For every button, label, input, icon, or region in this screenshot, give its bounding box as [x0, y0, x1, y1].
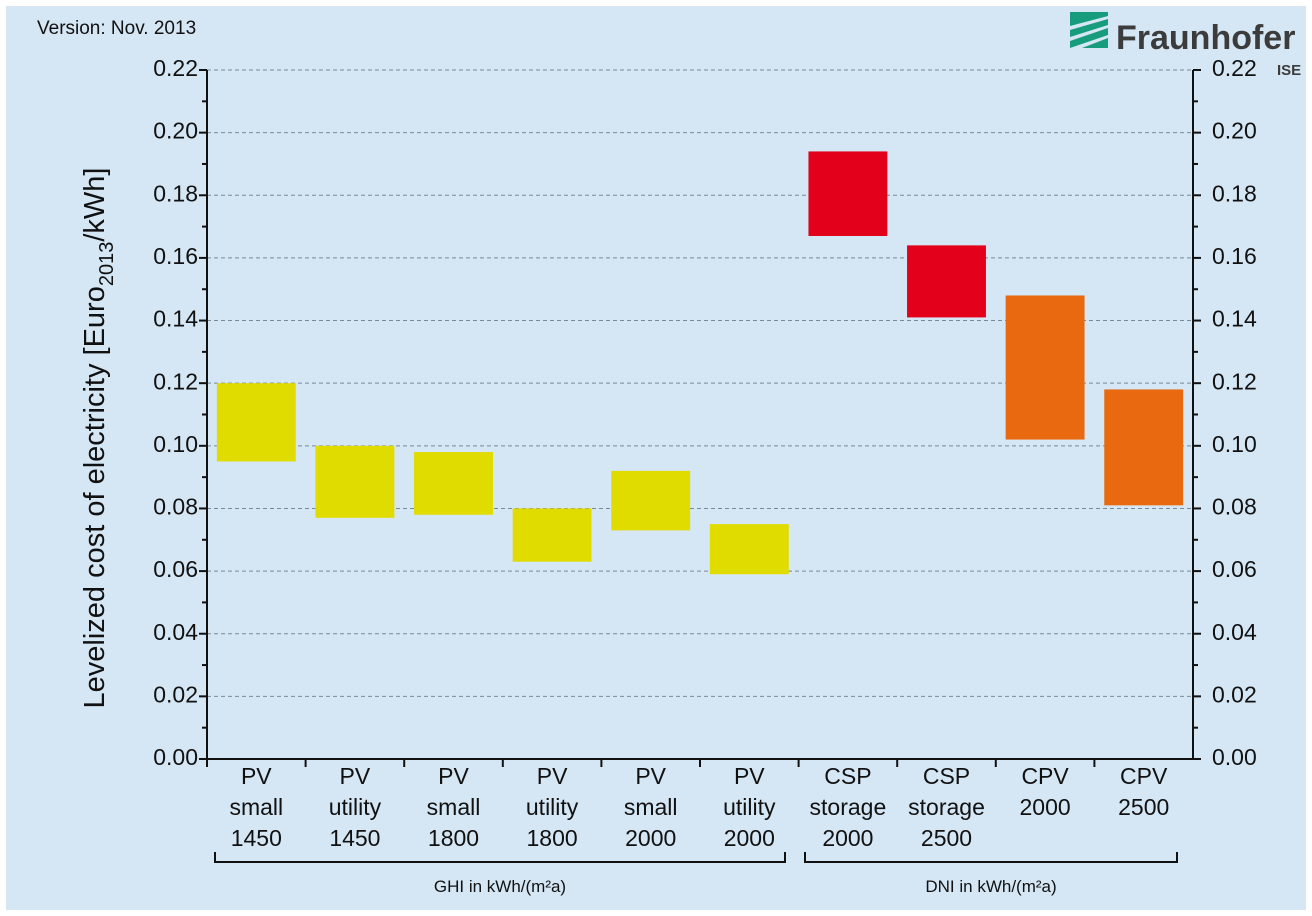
- x-tick-label: PV utility 2000: [723, 763, 776, 851]
- bar: [907, 245, 986, 318]
- x-tick-line: 2500: [1118, 794, 1169, 820]
- y-tick-label: 0.12: [153, 368, 198, 394]
- group-bracket: [214, 852, 786, 863]
- bar: [414, 452, 493, 515]
- y2-tick-label: 0.20: [1212, 118, 1257, 144]
- x-tick-line: 1450: [329, 825, 380, 851]
- x-tick-label: PV small 2000: [624, 763, 678, 851]
- x-tick-line: 1450: [231, 825, 282, 851]
- x-tick-line: CPV: [1120, 763, 1168, 789]
- bar: [216, 383, 296, 462]
- x-tick-line: CPV: [1021, 763, 1069, 789]
- y2-tick-label: 0.04: [1212, 619, 1257, 645]
- x-tick-label: CPV 2500: [1118, 763, 1169, 820]
- bar: [1005, 295, 1085, 440]
- y-tick-label: 0.10: [153, 431, 198, 457]
- group-label: GHI in kWh/(m²a): [434, 877, 566, 896]
- y-tick-label: 0.08: [153, 494, 198, 520]
- x-tick-line: utility: [723, 794, 776, 820]
- x-tick-label: CPV 2000: [1020, 763, 1071, 820]
- x-tick-line: 2500: [921, 825, 972, 851]
- x-tick-line: PV: [734, 763, 765, 789]
- bar: [512, 508, 592, 562]
- y-tick-label: 0.16: [153, 243, 198, 269]
- y-tick-label: 0.14: [153, 306, 198, 332]
- x-tick-line: CSP: [824, 763, 871, 789]
- x-tick-line: storage: [810, 794, 887, 820]
- x-tick-line: PV: [340, 763, 371, 789]
- y-tick-label: 0.02: [153, 681, 198, 707]
- x-tick-line: 2000: [724, 825, 775, 851]
- y2-tick-label: 0.02: [1212, 681, 1257, 707]
- x-tick-line: PV: [438, 763, 469, 789]
- x-tick-line: PV: [537, 763, 568, 789]
- x-tick-line: storage: [908, 794, 985, 820]
- x-tick-line: utility: [329, 794, 382, 820]
- y2-tick-label: 0.16: [1212, 243, 1257, 269]
- x-tick-line: PV: [241, 763, 272, 789]
- y2-tick-label: 0.18: [1212, 180, 1257, 206]
- x-tick-label: CSP storage 2000: [810, 763, 887, 851]
- x-tick-line: utility: [526, 794, 579, 820]
- bar: [611, 470, 691, 531]
- x-tick-line: 2000: [1020, 794, 1071, 820]
- y2-tick-label: 0.06: [1212, 556, 1257, 582]
- y2-tick-label: 0.00: [1212, 744, 1257, 770]
- x-tick-label: PV small 1450: [229, 763, 283, 851]
- y2-tick-label: 0.12: [1212, 368, 1257, 394]
- x-tick-line: CSP: [923, 763, 970, 789]
- x-tick-line: 1800: [527, 825, 578, 851]
- y-label-part: /kWh]: [79, 168, 111, 242]
- x-tick-line: PV: [635, 763, 666, 789]
- x-tick-label: CSP storage 2500: [908, 763, 985, 851]
- x-tick-line: 1800: [428, 825, 479, 851]
- y-label-part: Levelized cost of electricity [Euro: [79, 286, 111, 708]
- logo-icon: [1070, 12, 1108, 48]
- group-bracket: [804, 852, 1178, 863]
- x-tick-line: small: [229, 794, 283, 820]
- y2-tick-label: 0.14: [1212, 306, 1257, 332]
- bar: [1104, 389, 1184, 506]
- y2-tick-label: 0.10: [1212, 431, 1257, 457]
- bar: [808, 151, 888, 236]
- y-axis-label: Levelized cost of electricity [Euro2013/…: [79, 168, 118, 709]
- x-tick-line: 2000: [822, 825, 873, 851]
- version: Version: Nov. 2013: [37, 18, 196, 39]
- x-tick-line: 2000: [625, 825, 676, 851]
- y-tick-label: 0.18: [153, 180, 198, 206]
- x-tick-line: small: [427, 794, 481, 820]
- y-tick-label: 0.04: [153, 619, 198, 645]
- y-label-sub: 2013: [96, 242, 118, 287]
- x-tick-line: small: [624, 794, 678, 820]
- bar: [709, 524, 789, 575]
- bar: [315, 445, 395, 518]
- x-tick-label: PV small 1800: [427, 763, 481, 851]
- group-label: DNI in kWh/(m²a): [925, 877, 1056, 896]
- x-tick-label: PV utility 1450: [329, 763, 382, 851]
- y2-tick-label: 0.08: [1212, 494, 1257, 520]
- x-tick-label: PV utility 1800: [526, 763, 579, 851]
- y-tick-label: 0.20: [153, 118, 198, 144]
- y2-tick-label: 0.22: [1212, 55, 1257, 81]
- y-tick-label: 0.22: [153, 55, 198, 81]
- logo: Fraunhofer: [1116, 19, 1295, 57]
- logo-sub: ISE: [1277, 62, 1301, 79]
- y-tick-label: 0.06: [153, 556, 198, 582]
- y-tick-label: 0.00: [153, 744, 198, 770]
